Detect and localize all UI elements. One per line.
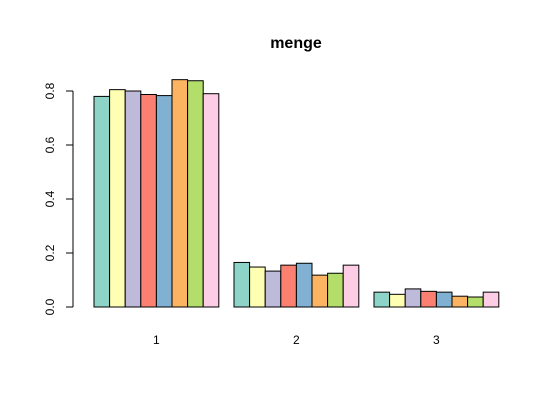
bar-group-2-series-6	[311, 274, 329, 308]
x-category-label: 2	[293, 333, 300, 347]
bar-group-2-series-3	[264, 270, 282, 308]
x-category-label: 1	[153, 333, 160, 347]
bar-group-1-series-5	[155, 95, 173, 308]
bar-group-3-series-6	[451, 295, 469, 308]
bar-group-1-series-1	[93, 95, 111, 308]
bar-group-1-series-7	[187, 80, 204, 308]
bar-group-3-series-2	[389, 293, 406, 308]
y-tick-label: 0.6	[43, 136, 57, 153]
x-axis-labels: 1 2 3	[153, 333, 440, 347]
bar-group-2-series-4	[280, 264, 297, 308]
bar-group-1-series-3	[124, 90, 142, 308]
y-axis-ticks: 0.0 0.2 0.4 0.6 0.8	[43, 82, 73, 315]
bar-group-2-series-8	[342, 264, 360, 308]
y-tick-label: 0.8	[43, 82, 57, 99]
y-tick-label: 0.4	[43, 190, 57, 207]
bar-group-2-series-5	[295, 262, 313, 308]
y-tick-label: 0.0	[43, 298, 57, 315]
chart-title: menge	[270, 35, 322, 52]
bar-group-1-series-4	[140, 94, 157, 308]
bar-group-1-series-8	[202, 93, 220, 308]
bar-group-3-series-1	[373, 291, 391, 308]
bar-group-3-series-4	[420, 290, 437, 308]
bar-group-2-series-7	[327, 272, 344, 308]
bar-group-3-series-3	[404, 288, 422, 308]
y-tick-label: 0.2	[43, 244, 57, 261]
bar-group-3-series-5	[435, 291, 453, 308]
bar-group-2-series-1	[233, 261, 251, 308]
bar-group-3-series-7	[467, 296, 484, 308]
x-category-label: 3	[433, 333, 440, 347]
bar-group-1-series-2	[109, 89, 126, 308]
bar-group-3-series-8	[482, 291, 500, 308]
bar-group-2-series-2	[249, 266, 266, 308]
bar-series-group	[93, 79, 500, 308]
bar-group-1-series-6	[171, 79, 189, 308]
